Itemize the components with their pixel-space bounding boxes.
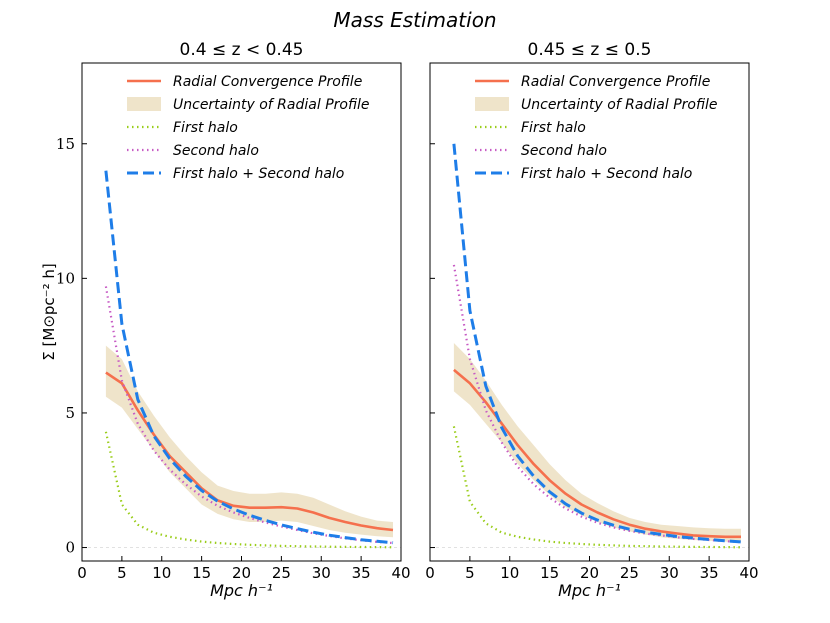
series-radial-convergence-profile <box>105 371 394 532</box>
y-axis-label: Σ [M⊙pc⁻² h] <box>40 263 58 360</box>
x-tick-label: 40 <box>739 564 758 582</box>
legend-label: First halo + Second halo <box>173 166 344 182</box>
figure-title: Mass Estimation <box>333 8 496 32</box>
y-tick-label: 0 <box>65 539 75 557</box>
x-tick-label: 15 <box>192 564 211 582</box>
series-second-halo <box>452 264 742 544</box>
x-tick-label: 0 <box>425 564 435 582</box>
legend-label: First halo <box>521 120 586 136</box>
x-tick-label: 15 <box>540 564 559 582</box>
x-tick-label: 0 <box>77 564 87 582</box>
x-axis-label: Mpc h⁻¹ <box>210 581 273 600</box>
legend-label: Uncertainty of Radial Profile <box>521 97 718 113</box>
x-tick-label: 5 <box>465 564 475 582</box>
x-tick-label: 35 <box>352 564 371 582</box>
uncertainty-band <box>105 345 394 538</box>
y-tick-label: 10 <box>56 269 75 287</box>
legend-label: Uncertainty of Radial Profile <box>173 97 370 113</box>
x-tick-label: 10 <box>152 564 171 582</box>
x-tick-label: 20 <box>232 564 251 582</box>
series-first-halo-second-halo <box>104 170 394 545</box>
x-tick-label: 35 <box>700 564 719 582</box>
panel-title: 0.4 ≤ z < 0.45 <box>180 40 304 60</box>
panel-left: 0 5 10 15 20 25 30 35 40 0 5 10 15 0.4 ≤ z < 0.45 Mpc … <box>56 40 411 600</box>
plot-frame <box>429 62 750 562</box>
x-tick-label: 25 <box>620 564 639 582</box>
x-tick-label: 10 <box>500 564 519 582</box>
series-first-halo-second-halo <box>452 143 742 544</box>
legend-swatch-band <box>475 97 509 111</box>
panel-right: 0 5 10 15 20 25 30 35 40 0.45 ≤ z ≤ 0.5 Mpc h⁻¹ Rad… <box>425 40 758 600</box>
y-tick-label: 5 <box>65 404 75 422</box>
x-tick-label: 20 <box>580 564 599 582</box>
series-first-halo <box>104 431 394 549</box>
plot-frame <box>81 62 402 562</box>
x-tick-label: 30 <box>312 564 331 582</box>
series-radial-convergence-profile <box>453 368 741 539</box>
legend-label: First halo + Second halo <box>521 166 692 182</box>
panel-title: 0.45 ≤ z ≤ 0.5 <box>528 40 652 60</box>
legend-label: Second halo <box>521 143 607 159</box>
y-tick-label: 15 <box>56 135 75 153</box>
legend-label: Radial Convergence Profile <box>173 74 362 90</box>
x-tick-label: 40 <box>391 564 410 582</box>
x-tick-label: 5 <box>117 564 127 582</box>
x-axis-label: Mpc h⁻¹ <box>558 581 621 600</box>
legend-swatch-band <box>127 97 161 111</box>
legend-label: First halo <box>173 120 238 136</box>
legend-label: Second halo <box>173 143 259 159</box>
legend-label: Radial Convergence Profile <box>521 74 710 90</box>
x-tick-label: 30 <box>660 564 679 582</box>
x-tick-label: 25 <box>272 564 291 582</box>
